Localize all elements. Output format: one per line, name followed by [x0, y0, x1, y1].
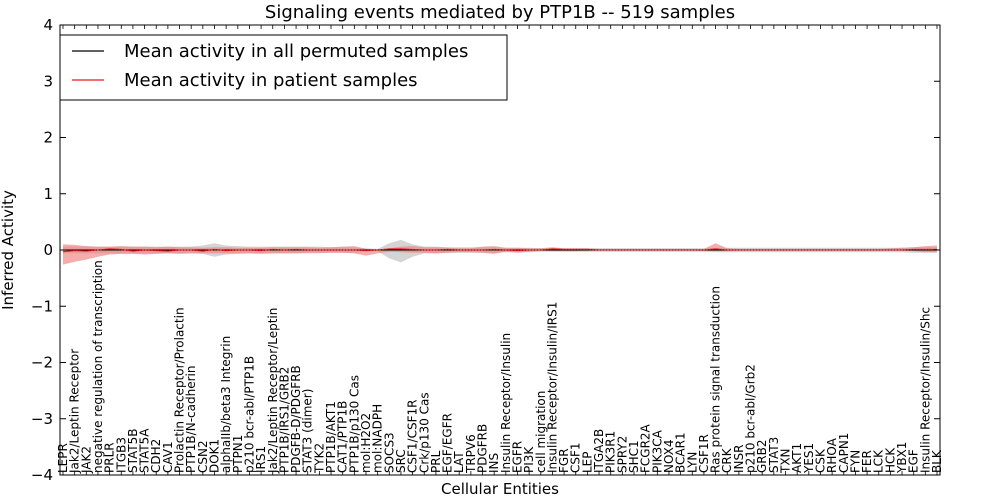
- x-category-label: STAT3 (dimer): [301, 389, 315, 473]
- y-tick-label: 3: [43, 72, 53, 90]
- x-category-label: LAT: [452, 451, 466, 473]
- x-category-label: AKT1: [790, 443, 804, 473]
- x-category-label: FCGR2A: [639, 423, 653, 473]
- x-category-label: TRPV6: [464, 434, 478, 474]
- x-category-label: TXN: [779, 448, 793, 474]
- x-axis-label: Cellular Entities: [441, 480, 559, 498]
- x-category-label: YES1: [802, 443, 816, 474]
- x-category-label: CAT1/PTP1B: [336, 401, 350, 473]
- x-category-label: PDGFB-D/PDGFRB: [289, 365, 303, 473]
- y-tick-label: −3: [31, 410, 53, 428]
- legend-box: [59, 34, 508, 101]
- x-category-label: SHC1: [627, 440, 641, 473]
- x-category-label: negative regulation of transcription: [91, 260, 105, 473]
- x-category-label: CAV1: [161, 441, 175, 473]
- x-category-label: mol:NADPH: [371, 404, 385, 473]
- x-category-label: PRL: [429, 450, 443, 473]
- x-category-label: EGF/EGFR: [441, 413, 455, 473]
- x-category-label: PIK3R1: [604, 431, 618, 473]
- plot-frame: [59, 24, 941, 476]
- x-category-label: STAT5B: [126, 429, 140, 474]
- x-category-label: SPRY2: [615, 436, 629, 473]
- x-category-label: YBX1: [895, 442, 909, 474]
- x-category-label: BLK: [930, 449, 944, 473]
- x-category-label: CSF1: [569, 442, 583, 473]
- x-category-label: INSR: [732, 445, 746, 473]
- x-category-label: PTPN1: [231, 435, 245, 473]
- y-tick-label: 2: [43, 129, 53, 147]
- x-category-label: ITGB3: [114, 437, 128, 473]
- x-category-label: EGFR: [511, 441, 525, 473]
- x-category-label: CSF1R: [697, 434, 711, 473]
- y-tick-label: −1: [31, 297, 53, 315]
- x-category-label: cell migration: [534, 391, 548, 473]
- x-category-label: CSK: [814, 448, 828, 473]
- x-category-label: FGR: [557, 448, 571, 473]
- x-category-label: EGF: [907, 449, 921, 473]
- y-tick-label: 4: [43, 16, 53, 34]
- x-category-label: NOX4: [662, 439, 676, 473]
- x-category-label: PTP1B/IRS1/GRB2: [277, 367, 291, 473]
- x-category-label: CDH2: [149, 439, 163, 473]
- y-tick-label: −4: [31, 466, 53, 484]
- x-category-label: FYN: [848, 450, 862, 473]
- x-category-label: PTP1B/N-cadherin: [184, 366, 198, 473]
- x-category-label: PDGFRB: [476, 424, 490, 473]
- chart-title: Signaling events mediated by PTP1B -- 51…: [265, 2, 735, 23]
- legend-label-permuted: Mean activity in all permuted samples: [124, 41, 468, 62]
- x-category-label: mol:H2O2: [359, 413, 373, 473]
- x-category-label: IRS1: [254, 446, 268, 473]
- x-category-label: alphaIIb/beta3 Integrin: [219, 336, 233, 473]
- x-category-label: CSF1/CSF1R: [406, 400, 420, 473]
- x-category-label: LEP: [580, 451, 594, 473]
- x-category-label: BCAR1: [674, 432, 688, 473]
- x-category-label: PIK3CA: [650, 429, 664, 473]
- y-tick-label: 1: [43, 185, 53, 203]
- y-axis-label: Inferred Activity: [0, 190, 17, 310]
- x-category-label: CSN2: [196, 440, 210, 473]
- x-category-label: SOCS3: [382, 432, 396, 473]
- x-category-label: PI3K: [522, 446, 536, 473]
- x-category-label: LYN: [685, 452, 699, 473]
- x-category-label: LCK: [872, 449, 886, 473]
- legend-label-patient: Mean activity in patient samples: [124, 70, 418, 91]
- y-axis-ticks: 4 3 2 1 0 −1 −2 −3 −4: [31, 16, 940, 484]
- x-category-label: FER: [860, 450, 874, 473]
- x-category-label: CAPN1: [837, 433, 851, 473]
- x-category-label: Insulin Receptor/Insulin/IRS1: [545, 302, 559, 473]
- x-category-label: STAT5A: [138, 428, 152, 473]
- y-tick-label: −2: [31, 354, 53, 372]
- x-category-label: ITGA2B: [592, 429, 606, 473]
- x-category-label: Insulin Receptor/Insulin: [499, 333, 513, 473]
- x-category-label: DOK1: [208, 439, 222, 473]
- x-category-label: RHOA: [825, 437, 839, 473]
- x-category-label: PTP1B/AKT1: [324, 401, 338, 473]
- y-tick-label: 0: [43, 241, 53, 259]
- x-category-label: Jak2/Leptin Receptor/Leptin: [266, 308, 280, 474]
- legend: Mean activity in all permuted samples Me…: [59, 34, 508, 101]
- x-category-label: JAK2: [79, 446, 93, 474]
- x-category-label: p210 bcr-abl/Grb2: [744, 364, 758, 473]
- x-category-label: Prolactin Receptor/Prolactin: [173, 307, 187, 473]
- x-category-label: Crk/p130 Cas: [417, 392, 431, 473]
- x-category-label: Jak2/Leptin Receptor: [68, 349, 82, 474]
- x-category-label: CRK: [720, 447, 734, 473]
- x-category-label: PTP1B/p130 Cas: [347, 375, 361, 473]
- x-category-label: Insulin Receptor/Insulin/Shc: [918, 307, 932, 473]
- series-line-patient: [62, 248, 937, 253]
- x-category-label: Ras protein signal transduction: [709, 286, 723, 473]
- x-category-label: STAT3: [767, 437, 781, 473]
- x-category-label: GRB2: [755, 439, 769, 473]
- x-category-label: TYK2: [312, 443, 326, 474]
- x-category-label: SRC: [394, 449, 408, 473]
- x-category-label: INS: [487, 453, 501, 473]
- x-category-label: PRLR: [103, 442, 117, 473]
- series-lines: [62, 248, 937, 253]
- x-category-label: HCK: [883, 447, 897, 473]
- x-category-label: p210 bcr-abl/PTP1B: [243, 356, 257, 473]
